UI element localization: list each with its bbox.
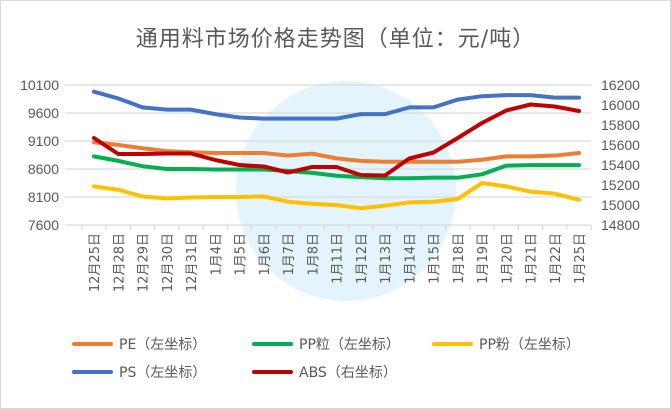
x-tick-label: 1月4日 xyxy=(209,233,224,276)
legend-label: PP粉（左坐标） xyxy=(479,337,580,353)
legend-label: PP粒（左坐标） xyxy=(299,337,400,353)
right-tick-label: 14800 xyxy=(601,217,640,233)
legend-item: PS（左坐标） xyxy=(72,365,206,381)
x-tick-label: 1月22日 xyxy=(549,233,564,284)
right-tick-label: 15000 xyxy=(601,197,640,213)
left-tick-label: 8600 xyxy=(28,161,59,177)
x-tick-label: 1月12日 xyxy=(355,233,370,284)
left-tick-label: 9600 xyxy=(28,105,59,121)
chart-title: 通用料市场价格走势图（单位：元/吨） xyxy=(135,27,536,52)
x-tick-label: 1月11日 xyxy=(331,233,346,284)
series-line xyxy=(92,102,581,178)
left-tick-label: 8100 xyxy=(28,189,59,205)
series-line xyxy=(92,181,581,211)
right-tick-label: 15600 xyxy=(601,137,640,153)
right-tick-label: 16200 xyxy=(601,77,640,93)
right-tick-label: 16000 xyxy=(601,97,640,113)
x-tick-label: 1月7日 xyxy=(282,233,297,276)
x-tick-label: 12月31日 xyxy=(185,233,200,292)
x-tick-label: 12月28日 xyxy=(112,233,127,292)
x-tick-label: 1月6日 xyxy=(258,233,273,276)
x-tick-label: 12月29日 xyxy=(137,233,152,292)
x-tick-label: 1月5日 xyxy=(234,233,249,276)
right-tick-label: 15200 xyxy=(601,177,640,193)
watermark-logo xyxy=(236,81,456,301)
x-tick-label: 1月13日 xyxy=(379,233,394,284)
legend-item: ABS（右坐标） xyxy=(252,365,397,381)
legend-item: PE（左坐标） xyxy=(72,337,206,353)
x-tick-label: 1月15日 xyxy=(428,233,443,284)
x-tick-label: 1月8日 xyxy=(306,233,321,276)
legend-item: PP粉（左坐标） xyxy=(432,337,580,353)
legend-label: PE（左坐标） xyxy=(119,337,206,353)
x-tick-label: 12月30日 xyxy=(161,233,176,292)
legend-label: PS（左坐标） xyxy=(119,365,206,381)
right-tick-label: 15400 xyxy=(601,157,640,173)
x-tick-label: 1月18日 xyxy=(452,233,467,284)
x-tick-label: 1月19日 xyxy=(476,233,491,284)
x-tick-label: 1月20日 xyxy=(500,233,515,284)
x-tick-label: 1月14日 xyxy=(403,233,418,284)
legend-label: ABS（右坐标） xyxy=(299,365,397,381)
legend-item: PP粒（左坐标） xyxy=(252,337,400,353)
series-line xyxy=(92,154,581,181)
series-line xyxy=(92,140,581,164)
left-tick-label: 10100 xyxy=(20,77,59,93)
x-tick-label: 1月21日 xyxy=(525,233,540,284)
left-tick-label: 9100 xyxy=(28,133,59,149)
series-line xyxy=(92,89,581,121)
x-tick-label: 12月25日 xyxy=(88,233,103,292)
left-tick-label: 7600 xyxy=(28,217,59,233)
right-tick-label: 15800 xyxy=(601,117,640,133)
x-tick-label: 1月25日 xyxy=(573,233,588,284)
